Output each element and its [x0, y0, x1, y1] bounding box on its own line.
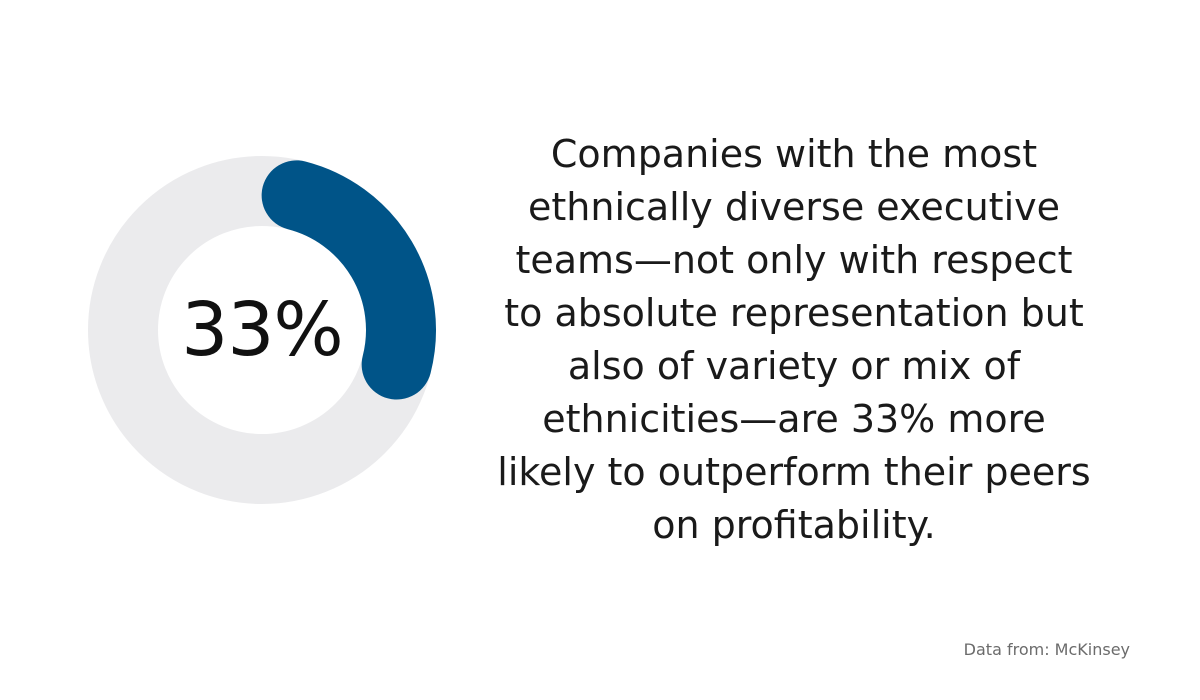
donut-chart: 33%	[80, 148, 444, 512]
source-note: Data from: McKinsey	[963, 640, 1130, 659]
statement-line: teams—not only with respect	[515, 238, 1073, 282]
statement-line: to absolute representation but	[504, 291, 1084, 335]
donut-slice-highlight	[261, 160, 436, 400]
statement-line: on profitability.	[652, 503, 936, 547]
statement-line: also of variety or mix of	[567, 344, 1021, 388]
statement-line: likely to outperform their peers	[497, 450, 1091, 494]
donut-svg	[88, 156, 436, 504]
statement-line: ethnically diverse executive	[528, 185, 1060, 229]
statement-line: Companies with the most	[550, 132, 1038, 176]
donut-center-label: 33%	[181, 287, 343, 373]
statement-line: ethnicities—are 33% more	[542, 397, 1046, 441]
statement-text: Companies with the most ethnically diver…	[468, 128, 1120, 552]
